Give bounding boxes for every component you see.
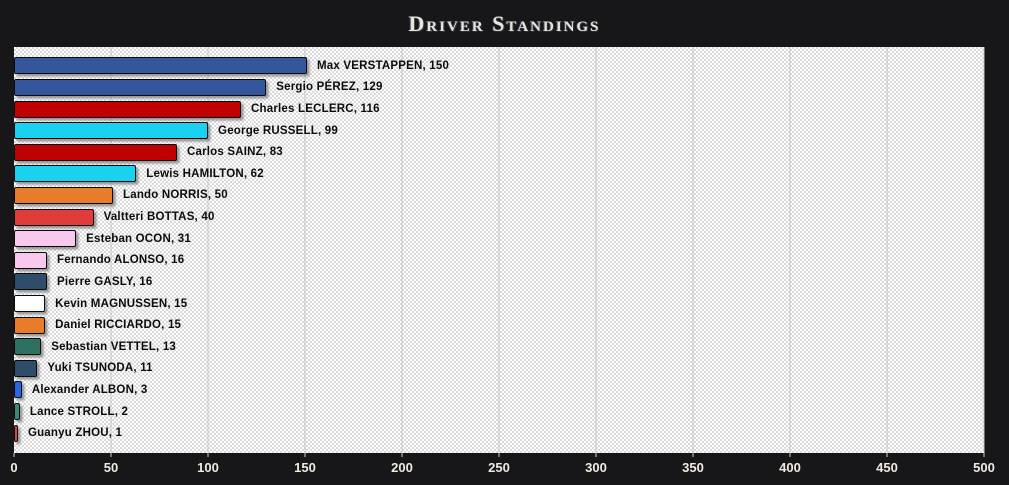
driver-bar-label: Sergio PÉREZ, 129 [276,81,383,94]
bar-row: Carlos SAINZ, 83 [14,141,984,163]
bar-row: Lando NORRIS, 50 [14,185,984,207]
gridline [304,47,306,453]
driver-bar [14,316,46,334]
gridline [401,47,403,453]
driver-bar-label: Pierre GASLY, 16 [57,275,153,288]
bar-row: Yuki TSUNODA, 11 [14,358,984,380]
x-tick-label: 50 [103,460,119,475]
driver-bar [14,57,307,75]
x-tick-label: 500 [973,460,995,475]
driver-bar [14,424,18,442]
bar-row: Pierre GASLY, 16 [14,271,984,293]
driver-bar-label: Charles LECLERC, 116 [251,103,380,116]
driver-bar-label: Guanyu ZHOU, 1 [27,427,123,440]
x-tick-label: 100 [197,460,219,475]
plot-area: Max VERSTAPPEN, 150 Sergio PÉREZ, 129 Char… [14,47,985,453]
gridline [983,47,985,453]
x-tick-label: 350 [682,460,704,475]
x-tick-label: 200 [391,460,413,475]
driver-bar-label: Alexander ALBON, 3 [31,383,148,396]
driver-bar-label: Fernando ALONSO, 16 [57,254,185,267]
gridline [595,47,597,453]
driver-bar-label: Kevin MAGNUSSEN, 15 [55,297,188,310]
gridline [498,47,500,453]
x-tick-label: 0 [10,460,18,475]
driver-bar [14,100,242,118]
x-tick-mark [886,453,888,457]
x-tick-mark [692,453,694,457]
driver-bar [14,273,48,291]
x-tick-mark [595,453,597,457]
driver-bar [14,122,209,140]
bar-row: Esteban OCON, 31 [14,228,984,250]
driver-bar [14,295,46,312]
bar-rows: Max VERSTAPPEN, 150 Sergio PÉREZ, 129 Char… [14,47,984,453]
gridline [692,47,694,453]
x-tick-label: 450 [876,460,898,475]
driver-bar [14,186,113,204]
bar-row: Guanyu ZHOU, 1 [14,422,984,444]
driver-bar [14,403,20,421]
driver-bar [14,165,137,183]
driver-bar [14,208,94,226]
driver-bar-label: Carlos SAINZ, 83 [187,146,283,159]
x-tick-mark [401,453,403,457]
bar-row: George RUSSELL, 99 [14,120,984,142]
bar-row: Max VERSTAPPEN, 150 [14,55,984,77]
x-axis: 0 50 100 150 200 250 300 350 400 450 500 [10,453,995,485]
driver-bar [14,143,178,161]
driver-bar-label: Lando NORRIS, 50 [123,189,228,202]
chart-title: Driver Standings [408,10,601,36]
x-tick-mark [207,453,209,457]
driver-bar-label: Sebastian VETTEL, 13 [51,340,177,353]
driver-bar-label: Lance STROLL, 2 [29,405,129,418]
driver-bar-label: Daniel RICCIARDO, 15 [55,319,182,332]
gridline [789,47,791,453]
driver-bar-label: Esteban OCON, 31 [86,232,191,245]
driver-bar [14,359,38,377]
x-tick-mark [304,453,306,457]
title-bar: Driver Standings [0,0,1009,47]
bar-row: Sergio PÉREZ, 129 [14,77,984,99]
driver-bar [14,251,48,269]
driver-bar [14,338,42,356]
x-tick-label: 300 [585,460,607,475]
x-tick-mark [983,453,985,457]
bar-row: Fernando ALONSO, 16 [14,249,984,271]
bar-row: Sebastian VETTEL, 13 [14,336,984,358]
driver-bar [14,78,267,96]
bar-row: Charles LECLERC, 116 [14,98,984,120]
x-tick-mark [110,453,112,457]
bar-row: Lewis HAMILTON, 62 [14,163,984,185]
bar-row: Valtteri BOTTAS, 40 [14,206,984,228]
bar-row: Alexander ALBON, 3 [14,379,984,401]
gridline [110,47,112,453]
x-tick-label: 150 [294,460,316,475]
x-tick-mark [13,453,15,457]
driver-bar-label: Max VERSTAPPEN, 150 [317,59,450,72]
gridline [886,47,888,453]
bar-row: Lance STROLL, 2 [14,401,984,423]
gridline [207,47,209,453]
bar-row: Kevin MAGNUSSEN, 15 [14,293,984,315]
driver-bar-label: Lewis HAMILTON, 62 [146,167,264,180]
driver-bar [14,381,22,399]
x-tick-label: 250 [488,460,510,475]
driver-bar [14,230,77,248]
x-tick-mark [789,453,791,457]
driver-bar-label: George RUSSELL, 99 [218,124,338,137]
x-tick-mark [498,453,500,457]
bar-row: Daniel RICCIARDO, 15 [14,314,984,336]
driver-bar-label: Valtteri BOTTAS, 40 [103,211,215,224]
driver-bar-label: Yuki TSUNODA, 11 [47,362,153,375]
x-tick-label: 400 [779,460,801,475]
